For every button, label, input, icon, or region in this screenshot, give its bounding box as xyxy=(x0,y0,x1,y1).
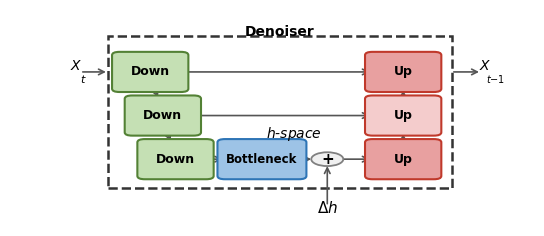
FancyBboxPatch shape xyxy=(365,96,441,136)
Text: Down: Down xyxy=(143,109,182,122)
FancyBboxPatch shape xyxy=(108,37,452,188)
Text: $\Delta h$: $\Delta h$ xyxy=(317,200,338,216)
Text: Up: Up xyxy=(394,153,412,166)
Text: Up: Up xyxy=(394,65,412,78)
Text: Denoiser: Denoiser xyxy=(245,25,315,39)
Text: $t$$-$$1$: $t$$-$$1$ xyxy=(486,73,505,85)
FancyBboxPatch shape xyxy=(112,52,188,92)
FancyBboxPatch shape xyxy=(365,139,441,179)
FancyBboxPatch shape xyxy=(125,96,201,136)
Text: +: + xyxy=(321,152,333,167)
Text: $X$: $X$ xyxy=(70,59,83,73)
FancyBboxPatch shape xyxy=(137,139,214,179)
Text: Down: Down xyxy=(131,65,170,78)
Text: Bottleneck: Bottleneck xyxy=(226,153,298,166)
Text: Up: Up xyxy=(394,109,412,122)
Text: $X$: $X$ xyxy=(479,59,492,73)
FancyBboxPatch shape xyxy=(218,139,306,179)
Text: $h$-$space$: $h$-$space$ xyxy=(265,125,322,143)
FancyBboxPatch shape xyxy=(365,52,441,92)
Text: Down: Down xyxy=(156,153,195,166)
Text: $t$: $t$ xyxy=(81,73,87,85)
Circle shape xyxy=(311,152,343,166)
